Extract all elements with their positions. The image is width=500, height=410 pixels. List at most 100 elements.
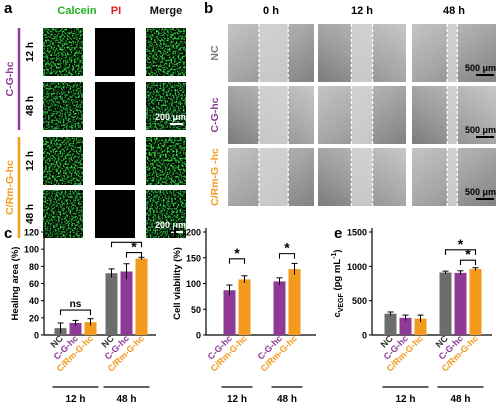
bar	[399, 317, 412, 335]
y-tick-label: 0	[362, 331, 367, 341]
y-tick-label: 1500	[347, 228, 367, 238]
y-tick-label: 500	[352, 296, 367, 306]
bar	[454, 272, 467, 335]
group-label: 12 h	[65, 394, 85, 405]
column-header: PI	[111, 5, 121, 17]
y-tick-label: 1000	[347, 262, 367, 272]
y-tick-label: 0	[196, 331, 201, 341]
column-header: 12 h	[351, 5, 373, 17]
bar	[288, 269, 301, 335]
significance-label: *	[458, 236, 464, 252]
panel-letter-b: b	[204, 0, 213, 17]
significance-bracket	[59, 309, 92, 316]
row-label: 12 h	[25, 151, 36, 171]
significance-label: *	[284, 240, 290, 256]
panel-a-live-dead-staining: a Calcein PI Merge C-G-hc 12 h 48 h 200 μm C/Rm-…	[4, 0, 186, 238]
pi-image	[95, 137, 135, 185]
significance-label: *	[234, 245, 240, 261]
bar	[120, 271, 133, 335]
significance-label: *	[131, 239, 137, 255]
scratch-gap	[351, 86, 373, 144]
column-header: 48 h	[443, 5, 465, 17]
bar	[223, 290, 236, 335]
scratch-gap	[447, 148, 458, 206]
merge-image	[146, 137, 186, 185]
pi-image	[95, 82, 135, 130]
significance-bracket	[444, 249, 477, 255]
merge-image	[146, 190, 186, 238]
bar	[414, 318, 427, 335]
scalebar-label: 500 μm	[465, 63, 496, 73]
column-header: Merge	[150, 5, 182, 17]
panel-letter-c: c	[4, 225, 12, 242]
row-label: 12 h	[25, 42, 36, 62]
scalebar-label: 500 μm	[465, 187, 496, 197]
pi-image	[95, 190, 135, 238]
scalebar-label: 200 μm	[155, 112, 186, 122]
calcein-image	[43, 137, 83, 185]
row-label: NC	[209, 45, 221, 61]
significance-bracket	[125, 252, 143, 258]
row-label: C-G-hc	[209, 97, 221, 132]
y-axis-label-sup: -1	[331, 253, 338, 259]
calcein-image	[43, 190, 83, 238]
group-label: 48 h	[116, 394, 136, 405]
y-tick-label: 20	[29, 313, 39, 323]
bar	[384, 313, 397, 335]
y-tick-label: 80	[29, 262, 39, 272]
row-label: 48 h	[25, 96, 36, 116]
row-label: C/Rm-G -hc	[209, 148, 221, 206]
y-tick-label: 60	[29, 279, 39, 289]
panel-letter-a: a	[4, 0, 13, 17]
y-axis-label-main: c	[332, 312, 343, 317]
panel-letter-d: d	[168, 225, 177, 242]
significance-bracket	[278, 253, 296, 259]
scratch-gap	[258, 24, 289, 82]
y-tick-label: 120	[24, 228, 39, 238]
significance-bracket	[110, 241, 143, 248]
group-label: 48 h	[450, 394, 470, 405]
y-tick-label: 100	[186, 279, 201, 289]
scalebar-label: 200 μm	[155, 220, 186, 230]
group-label: 12 h	[395, 394, 415, 405]
y-tick-label: 0	[34, 331, 39, 341]
scratch-gap	[351, 148, 373, 206]
y-tick-label: 150	[186, 253, 201, 263]
bar	[238, 279, 251, 335]
merge-image	[146, 82, 186, 130]
group-label: 12 h	[227, 394, 247, 405]
y-tick-label: 40	[29, 296, 39, 306]
y-axis-label-unit: (pg mL	[332, 259, 343, 293]
y-axis-label: Cell viability (%)	[172, 247, 183, 320]
scratch-gap	[447, 86, 458, 144]
scratch-gap	[351, 24, 373, 82]
column-header: Calcein	[57, 5, 96, 17]
bar	[84, 322, 97, 335]
calcein-image	[43, 82, 83, 130]
significance-bracket	[228, 258, 246, 264]
bar	[469, 269, 482, 335]
pi-image	[95, 28, 135, 76]
bar	[135, 258, 148, 335]
column-header: 0 h	[263, 5, 279, 17]
bar	[105, 273, 118, 335]
scratch-gap	[258, 86, 289, 144]
bar	[273, 281, 286, 335]
panel-b-scratch-assay: b 0 h 12 h 48 h NC 500 μm C-G-hc 500 μm C/Rm-G -…	[204, 0, 496, 206]
merge-image	[146, 28, 186, 76]
scratch-gap	[447, 24, 458, 82]
bar	[439, 272, 452, 335]
panel-letter-e: e	[334, 225, 342, 242]
y-tick-label: 100	[24, 245, 39, 255]
group-label: 48 h	[277, 394, 297, 405]
group-label: C/Rm-G-hc	[4, 160, 16, 215]
y-axis-label-close: )	[332, 249, 343, 252]
scratch-gap	[258, 148, 289, 206]
row-label: 48 h	[25, 204, 36, 224]
significance-label: *	[465, 246, 471, 262]
